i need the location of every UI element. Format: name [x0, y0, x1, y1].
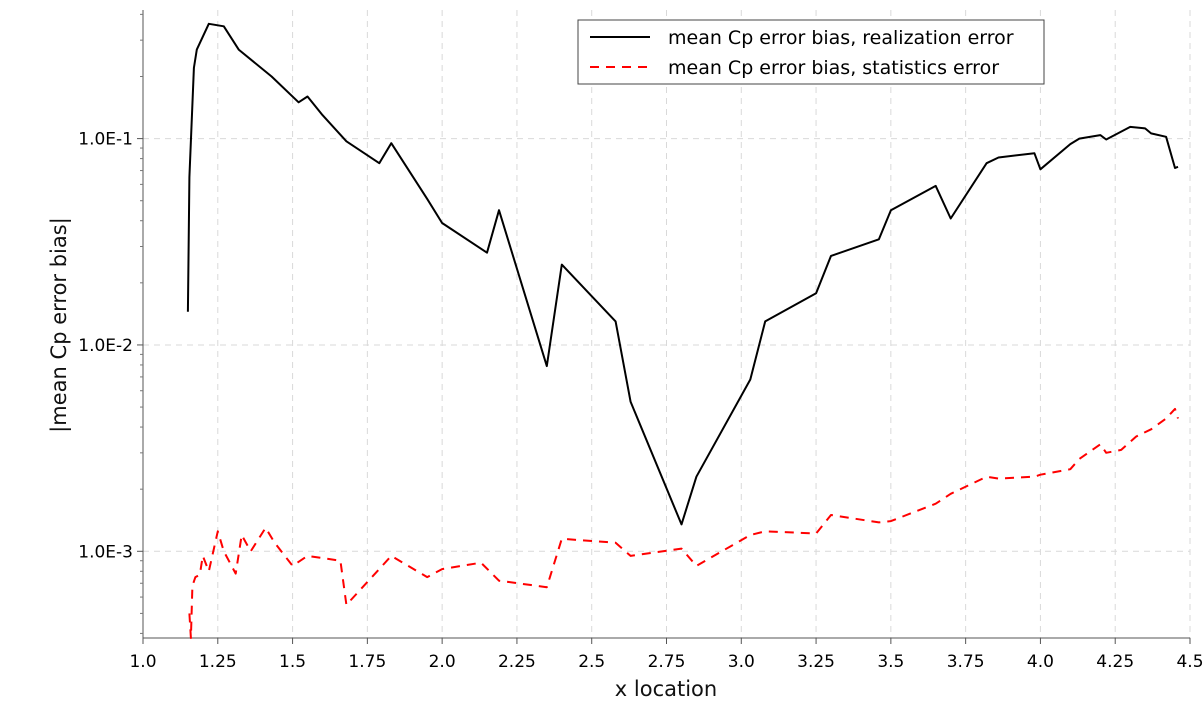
x-tick-label: 1.5	[279, 652, 306, 672]
legend-box	[577, 19, 1045, 85]
y-ticks: 1.0E-3 1.0E-2 1.0E-1	[78, 13, 143, 634]
y-tick-label: 1.0E-2	[78, 336, 133, 356]
x-tick-label: 3.0	[728, 652, 755, 672]
series-line-realization	[186, 22, 1179, 526]
series-line-statistics	[188, 407, 1179, 639]
x-tick-label: 2.5	[578, 652, 605, 672]
series-lines	[186, 22, 1179, 639]
x-ticks: 1.0 1.25 1.5 1.75 2.0 2.25 2.5 2.75 3.0 3.25 3.5 3.…	[129, 638, 1204, 672]
x-axis-title: x location	[615, 677, 717, 701]
x-tick-label: 4.0	[1027, 652, 1054, 672]
y-tick-label: 1.0E-3	[78, 542, 133, 562]
legend-label-realization: mean Cp error bias, realization error	[668, 27, 1014, 49]
x-tick-label: 3.75	[947, 652, 985, 672]
x-tick-label: 1.75	[348, 652, 386, 672]
grid-lines	[143, 10, 1191, 638]
y-axis-title: |mean Cp error bias|	[47, 217, 72, 433]
x-tick-label: 2.75	[648, 652, 686, 672]
x-tick-label: 4.25	[1096, 652, 1134, 672]
x-tick-label: 4.5	[1176, 652, 1203, 672]
legend-label-statistics: mean Cp error bias, statistics error	[668, 57, 999, 79]
x-tick-label: 3.5	[877, 652, 904, 672]
x-tick-label: 2.0	[429, 652, 456, 672]
legend: mean Cp error bias, realization error me…	[577, 19, 1045, 85]
x-tick-label: 1.25	[199, 652, 237, 672]
x-tick-label: 1.0	[129, 652, 156, 672]
y-tick-label: 1.0E-1	[78, 130, 133, 150]
x-tick-label: 3.25	[797, 652, 835, 672]
x-tick-label: 2.25	[498, 652, 536, 672]
